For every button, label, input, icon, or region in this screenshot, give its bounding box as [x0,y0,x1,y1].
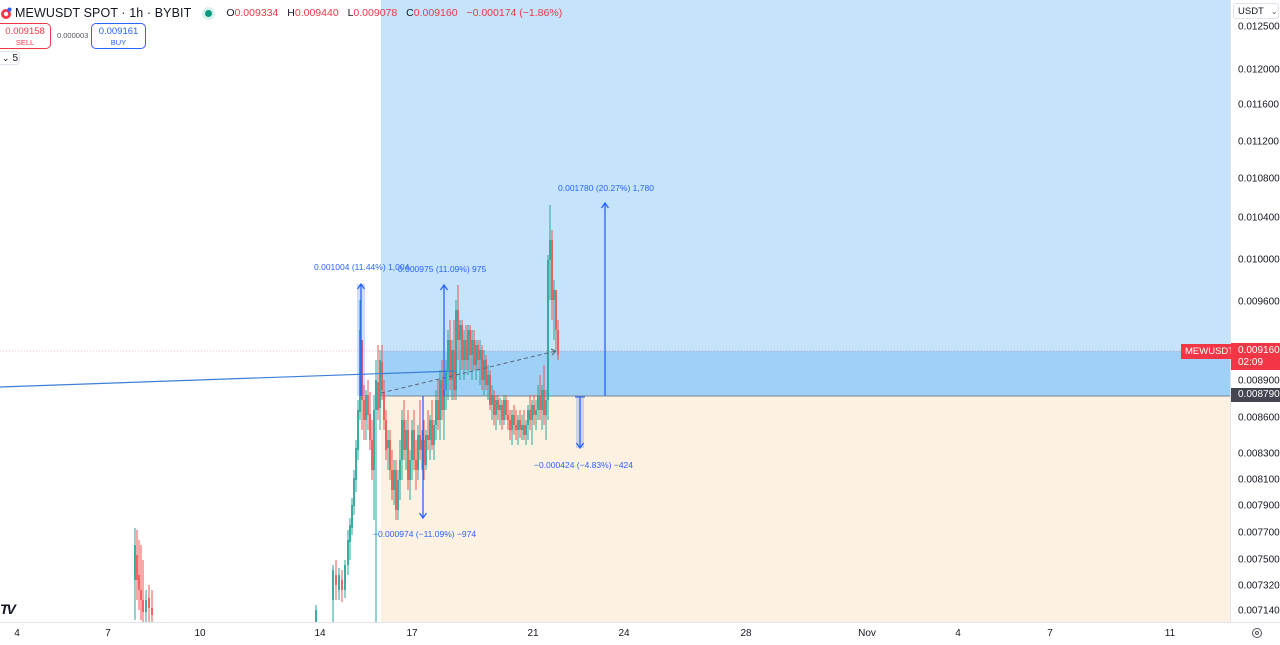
time-tick: 7 [1047,628,1053,639]
price-tick: 0.007140 [1238,605,1280,617]
trade-panel: 0.009158 SELL 0.000003 0.009161 BUY [0,23,150,49]
time-tick: 28 [740,628,752,639]
chart-header: MEWUSDT SPOT · 1h · BYBIT O0.009334 H0.0… [0,4,562,22]
high-label: H [287,7,295,19]
price-tick: 0.009600 [1238,296,1280,308]
sell-label: SELL [15,38,35,47]
price-tick: 0.010800 [1238,173,1280,185]
symbol-price-tag: MEWUSDT [1181,344,1239,359]
measure-label: 0.001004 (11.44%) 1,004 [314,262,410,272]
price-tick: 0.008900 [1238,375,1280,387]
spread-value: 0.000003 [57,31,89,40]
bar-countdown: 02:09 [1238,357,1264,368]
open-label: O [226,7,235,19]
price-tick: 0.011600 [1238,99,1279,111]
measure-label: 0.000975 (11.09%) 975 [398,264,487,274]
high-value: 0.009440 [294,7,339,19]
sell-price: 0.009158 [5,26,45,37]
close-value: 0.009160 [413,7,458,19]
chart-canvas[interactable] [0,0,1230,622]
indicators-count: 5 [12,52,19,64]
price-axis[interactable] [1230,0,1280,622]
price-tick: 0.008300 [1238,448,1280,460]
price-tick: 0.011200 [1238,136,1279,148]
price-tick: 0.007900 [1238,500,1280,512]
measure-label: −0.000424 (−4.83%) −424 [534,460,634,470]
candlestick-series [134,205,559,622]
symbol-title[interactable]: MEWUSDT SPOT · 1h · BYBIT [15,6,192,20]
time-tick: 11 [1164,628,1176,639]
time-tick: 4 [14,628,20,639]
time-tick: 14 [314,628,326,639]
price-tick: 0.010000 [1238,254,1280,266]
time-tick: 4 [955,628,961,639]
entry-price-label: 0.008790 [1231,388,1280,402]
long-position-zones[interactable] [381,0,1230,622]
buy-label: BUY [110,38,127,47]
time-tick: 7 [105,628,111,639]
sell-button[interactable]: 0.009158 SELL [0,23,51,49]
settings-gear-icon[interactable] [1252,628,1262,638]
price-tick: 0.007700 [1238,527,1280,539]
target-zone[interactable] [381,0,1230,396]
last-price-label: 0.009160 02:09 [1231,343,1280,370]
chevron-down-icon: ⌄ [1270,6,1278,16]
time-tick: 17 [406,628,418,639]
time-axis[interactable] [0,622,1280,645]
time-tick: Nov [858,628,876,639]
last-price-value: 0.009160 [1238,345,1280,356]
buy-button[interactable]: 0.009161 BUY [91,23,146,49]
price-tick: 0.008600 [1238,412,1280,424]
close-label: C [406,7,414,19]
price-tick: 0.008100 [1238,474,1280,486]
market-status-icon[interactable] [205,9,213,17]
price-tick: 0.007320 [1238,580,1280,592]
time-tick: 21 [527,628,539,639]
projection-arrow-head [550,348,557,356]
measure-label: 0.001780 (20.27%) 1,780 [558,183,654,193]
low-value: 0.009078 [353,7,398,19]
open-value: 0.009334 [234,7,279,19]
indicators-toggle-button[interactable]: ⌄ 5 [0,51,20,65]
price-tick: 0.010400 [1238,212,1280,224]
time-tick: 24 [618,628,630,639]
trend-line[interactable] [0,370,456,388]
projection-dashed-line[interactable] [380,350,557,394]
price-tick: 0.012000 [1238,64,1280,76]
bybit-logo-icon [1,7,12,19]
change-value: −0.000174 (−1.86%) [466,7,563,19]
measure-tools[interactable] [356,201,610,520]
chevron-down-icon: ⌄ [2,53,10,63]
ohlc-values: O0.009334 H0.009440 L0.009078 C0.009160 … [226,7,562,19]
price-tick: 0.007500 [1238,554,1280,566]
tradingview-logo-icon[interactable]: TV [0,601,16,617]
currency-label: USDT [1238,5,1264,17]
target-zone-active [381,351,1230,396]
currency-select[interactable]: USDT ⌄ [1233,3,1279,19]
buy-price: 0.009161 [98,26,139,37]
price-tick: 0.012500 [1238,21,1280,33]
measure-label: −0.000974 (−11.09%) −974 [373,529,477,539]
low-label: L [347,7,354,19]
time-tick: 10 [194,628,206,639]
